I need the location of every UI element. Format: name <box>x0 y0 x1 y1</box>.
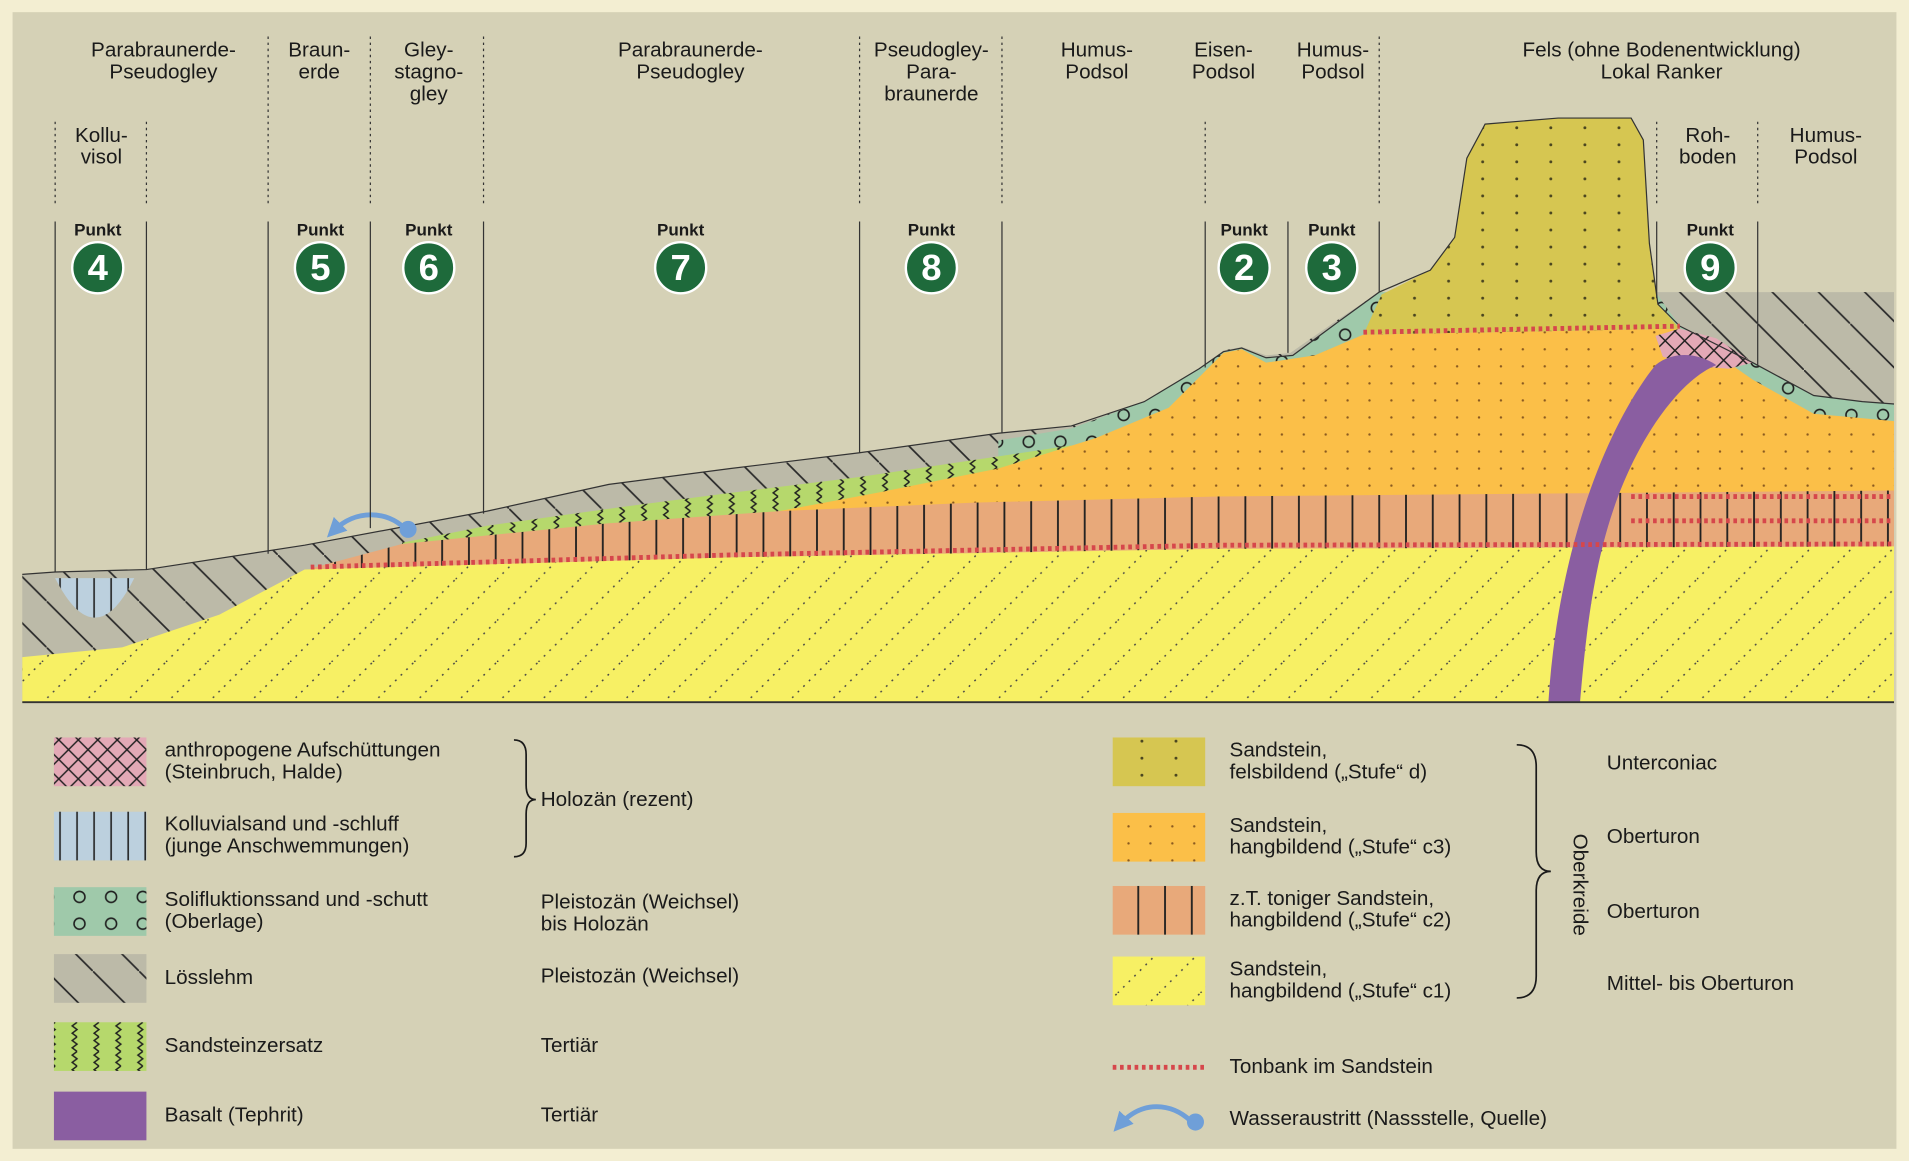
legend-label: Solifluktionssand und -schutt <box>165 888 428 911</box>
legend-label: (junge Anschwemmungen) <box>165 834 410 857</box>
soil-label: Podsol <box>1301 60 1364 83</box>
point-label: Punkt <box>405 221 453 240</box>
legend-label: hangbildend („Stufe“ c2) <box>1230 909 1452 932</box>
legend-label: Sandstein, <box>1230 814 1328 837</box>
legend-label: anthropogene Aufschüttungen <box>165 738 441 761</box>
diagram: Parabraunerde-PseudogleyBraun-erdeGley-s… <box>0 0 1909 1161</box>
point-label: Punkt <box>74 221 122 240</box>
legend-swatch-pattern <box>54 954 146 1003</box>
legend-age: Pleistozän (Weichsel) <box>541 965 739 988</box>
body: { "profile": { "soils": [ {"lines": ["Pa… <box>0 0 1909 1161</box>
legend-swatch-pattern <box>54 812 146 861</box>
soil-label: Pseudogley <box>636 60 745 83</box>
soil-label: stagno- <box>394 60 463 83</box>
soil-label: Fels (ohne Bodenentwicklung) <box>1523 39 1801 62</box>
soil-label: boden <box>1679 146 1736 169</box>
water-source <box>400 521 417 538</box>
point-number: 4 <box>88 247 109 288</box>
legend-label: Tonbank im Sandstein <box>1230 1055 1433 1078</box>
legend-label: Basalt (Tephrit) <box>165 1103 304 1126</box>
water-source-swatch <box>1187 1114 1204 1131</box>
legend-label: Wasseraustritt (Nassstelle, Quelle) <box>1230 1107 1547 1130</box>
legend-age: Mittel- bis Oberturon <box>1607 972 1794 995</box>
point-label: Punkt <box>1221 221 1269 240</box>
legend-label: Lösslehm <box>165 966 253 989</box>
point-number: 9 <box>1700 247 1720 288</box>
legend-swatch-pattern <box>54 887 146 936</box>
legend-label: Kolluvialsand und -schluff <box>165 813 399 836</box>
point-number: 6 <box>419 247 439 288</box>
legend-swatch-pattern <box>1113 737 1205 786</box>
legend-age: Tertiär <box>541 1034 599 1057</box>
legend-swatch-pattern <box>54 737 146 786</box>
soil-label: Pseudogley <box>109 60 218 83</box>
legend-label: (Steinbruch, Halde) <box>165 760 343 783</box>
legend-age: Oberturon <box>1607 900 1700 923</box>
point-number: 7 <box>671 247 691 288</box>
legend-age: Tertiär <box>541 1103 599 1126</box>
soil-label: braunerde <box>884 82 978 105</box>
legend-swatch-pattern <box>1113 957 1205 1006</box>
soil-label: Parabraunerde- <box>91 39 236 62</box>
page: Bodenprofil html, body { margin: 0; padd… <box>0 0 1909 1161</box>
soil-label: Humus- <box>1297 39 1369 62</box>
legend-label: felsbildend („Stufe“ d) <box>1230 760 1428 783</box>
soil-label: Roh- <box>1685 124 1730 147</box>
point-number: 2 <box>1234 247 1254 288</box>
point-number: 8 <box>921 247 941 288</box>
legend-label: hangbildend („Stufe“ c1) <box>1230 979 1452 1002</box>
legend-age: Oberturon <box>1607 825 1700 848</box>
soil-label: gley <box>410 82 449 105</box>
legend-label: (Oberlage) <box>165 910 264 933</box>
legend-swatch-pattern <box>54 1022 146 1071</box>
legend-swatch-pattern <box>1113 813 1205 862</box>
soil-label: Gley- <box>404 39 453 62</box>
soil-label: Kollu- <box>75 124 128 147</box>
soil-label: Lokal Ranker <box>1601 60 1723 83</box>
soil-label: Podsol <box>1794 146 1857 169</box>
legend-label: hangbildend („Stufe“ c3) <box>1230 836 1452 859</box>
point-label: Punkt <box>297 221 345 240</box>
soil-label: Podsol <box>1065 60 1128 83</box>
point-label: Punkt <box>1687 221 1735 240</box>
point-label: Punkt <box>657 221 705 240</box>
soil-label: Para- <box>906 60 957 83</box>
soil-label: Parabraunerde- <box>618 39 763 62</box>
point-label: Punkt <box>908 221 956 240</box>
legend-label: Sandsteinzersatz <box>165 1034 324 1057</box>
soil-label: Pseudogley- <box>874 39 989 62</box>
soil-label: visol <box>81 146 122 169</box>
soil-label: Podsol <box>1192 60 1255 83</box>
group-label: Oberkreide <box>1568 834 1591 936</box>
legend-label: z.T. toniger Sandstein, <box>1230 887 1435 910</box>
legend-label: Sandstein, <box>1230 957 1328 980</box>
legend-swatch <box>54 1092 146 1141</box>
legend-swatch-pattern <box>1113 886 1205 935</box>
point-number: 3 <box>1322 247 1342 288</box>
legend-age: Holozän (rezent) <box>541 788 694 811</box>
soil-label: Eisen- <box>1194 39 1253 62</box>
legend-age: Unterconiac <box>1607 752 1717 775</box>
legend-age: Pleistozän (Weichsel) <box>541 890 739 913</box>
legend-age: bis Holozän <box>541 912 649 935</box>
soil-label: erde <box>299 60 340 83</box>
point-number: 5 <box>310 247 330 288</box>
soil-label: Humus- <box>1061 39 1133 62</box>
point-label: Punkt <box>1308 221 1356 240</box>
legend-label: Sandstein, <box>1230 738 1328 761</box>
soil-label: Humus- <box>1790 124 1862 147</box>
soil-label: Braun- <box>288 39 350 62</box>
